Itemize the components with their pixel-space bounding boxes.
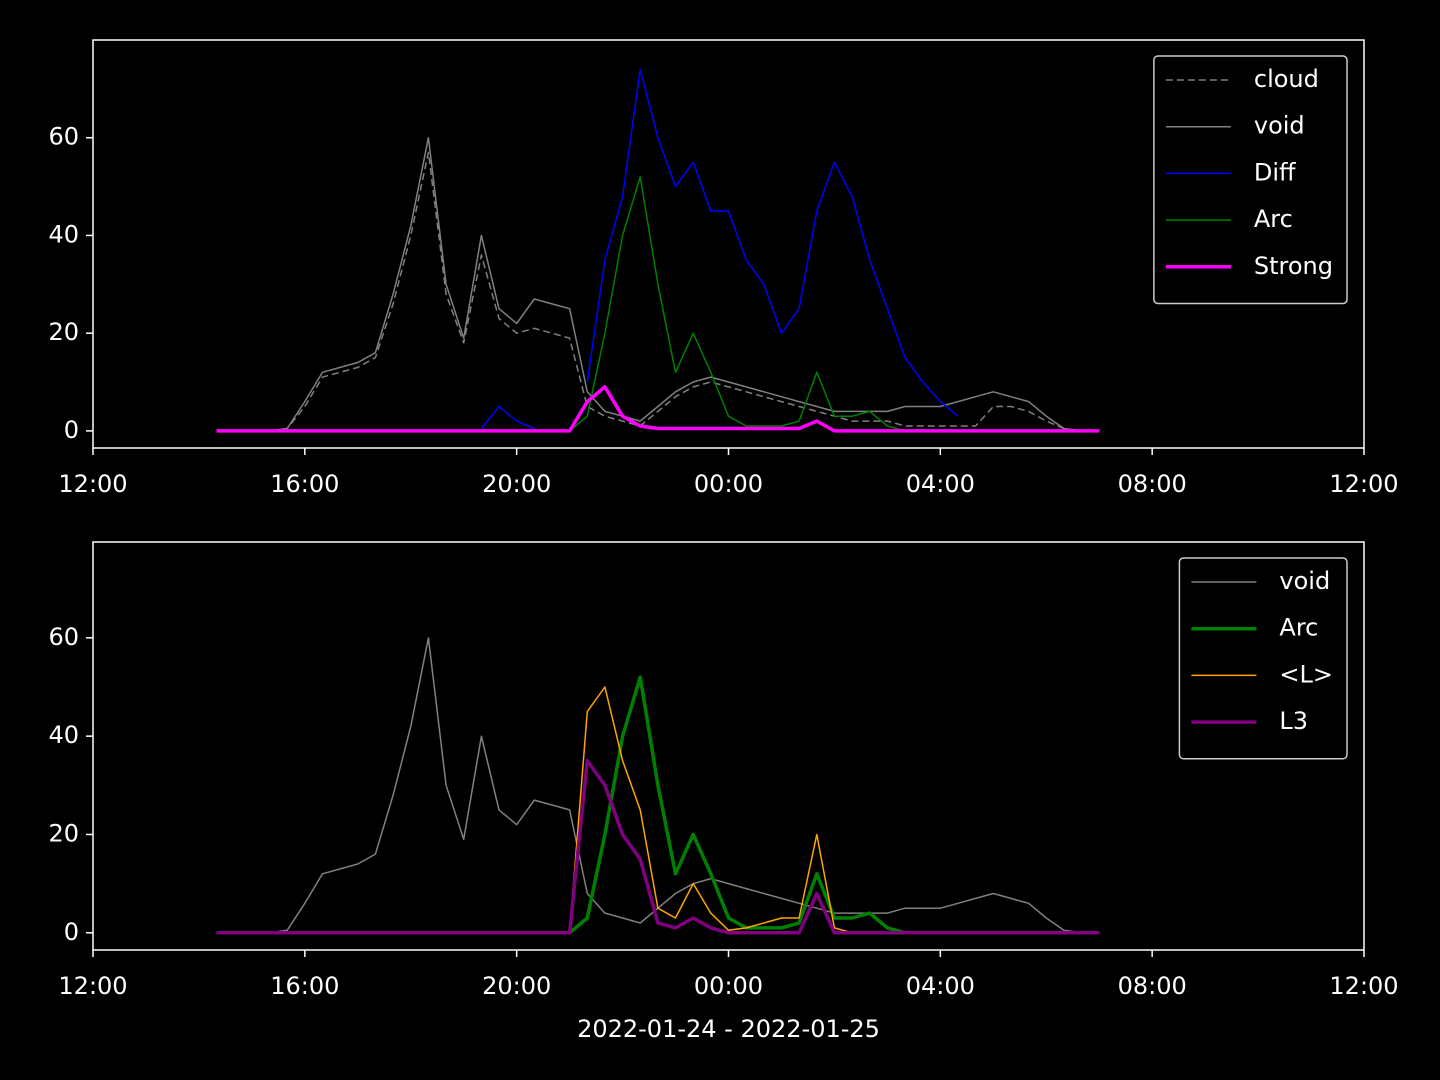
series-line	[216, 136, 1100, 432]
x-tick-label: 08:00	[1118, 470, 1187, 498]
legend-label: cloud	[1254, 65, 1319, 93]
series-line	[216, 686, 1100, 934]
legend-label: Diff	[1254, 158, 1296, 186]
legend-label: void	[1254, 112, 1305, 140]
x-tick-label: 16:00	[270, 972, 339, 1000]
series-line	[216, 758, 1100, 935]
series-line	[216, 151, 1100, 432]
series-line	[216, 675, 1100, 935]
x-tick-label: 20:00	[482, 972, 551, 1000]
x-tick-label: 12:00	[1329, 972, 1398, 1000]
x-tick-label: 12:00	[58, 972, 127, 1000]
y-tick-label: 60	[48, 623, 79, 651]
series-line	[480, 68, 959, 430]
x-tick-label: 08:00	[1118, 972, 1187, 1000]
y-tick-label: 40	[48, 220, 79, 248]
x-tick-label: 04:00	[906, 972, 975, 1000]
legend-label: L3	[1279, 707, 1308, 735]
y-tick-label: 20	[48, 318, 79, 346]
y-tick-label: 0	[64, 918, 79, 946]
legend-label: Arc	[1279, 614, 1318, 642]
y-tick-label: 40	[48, 721, 79, 749]
y-tick-label: 20	[48, 819, 79, 847]
y-tick-label: 60	[48, 123, 79, 151]
x-tick-label: 12:00	[1329, 470, 1398, 498]
series-line	[216, 385, 1100, 433]
legend-label: Strong	[1254, 252, 1333, 280]
legend-label: <L>	[1279, 660, 1333, 688]
axes-frame	[92, 39, 1365, 449]
axes-frame	[92, 541, 1365, 951]
x-tick-label: 00:00	[694, 972, 763, 1000]
series-line	[216, 176, 1100, 432]
x-tick-label: 12:00	[58, 470, 127, 498]
legend-label: Arc	[1254, 205, 1293, 233]
x-axis-label: 2022-01-24 - 2022-01-25	[577, 1015, 880, 1043]
x-tick-label: 00:00	[694, 470, 763, 498]
y-tick-label: 0	[64, 416, 79, 444]
legend	[1178, 557, 1348, 760]
x-tick-label: 16:00	[270, 470, 339, 498]
legend-label: void	[1279, 567, 1330, 595]
x-tick-label: 20:00	[482, 470, 551, 498]
legend	[1153, 55, 1348, 305]
x-tick-label: 04:00	[906, 470, 975, 498]
